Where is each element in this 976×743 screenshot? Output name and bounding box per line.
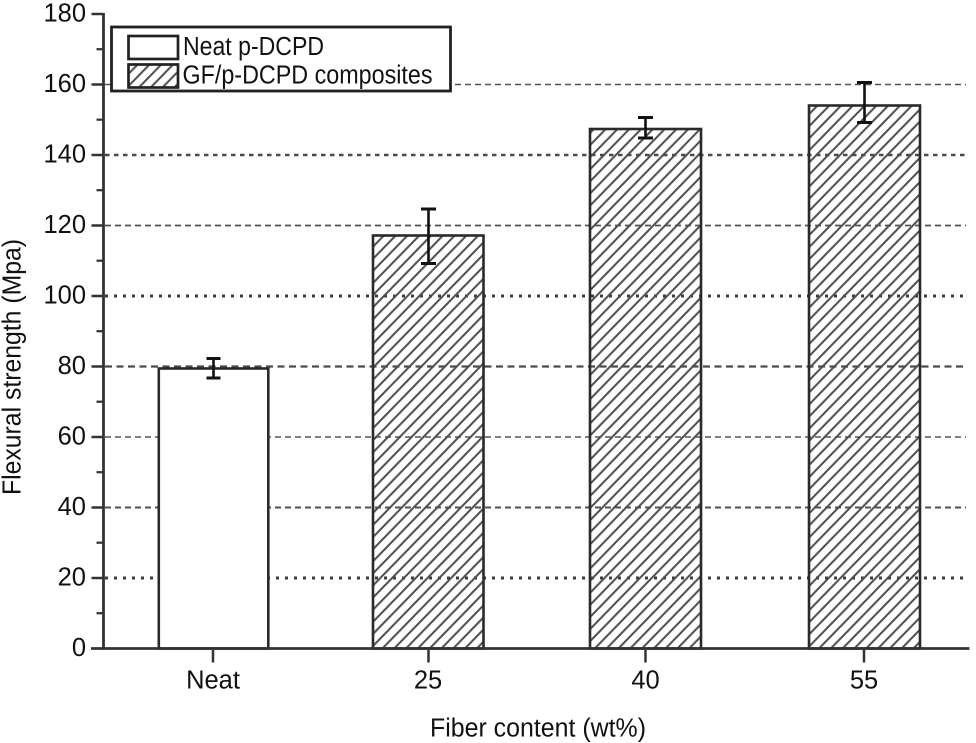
svg-text:80: 80 xyxy=(58,352,86,380)
svg-text:Fiber content (wt%): Fiber content (wt%) xyxy=(430,715,646,743)
svg-text:25: 25 xyxy=(414,667,442,695)
svg-text:40: 40 xyxy=(58,493,86,521)
svg-text:60: 60 xyxy=(58,423,86,451)
svg-text:Neat: Neat xyxy=(186,667,240,695)
svg-text:180: 180 xyxy=(43,0,86,28)
svg-text:0: 0 xyxy=(72,634,86,662)
svg-text:100: 100 xyxy=(43,282,86,310)
svg-text:Flexural strength (Mpa): Flexural strength (Mpa) xyxy=(0,239,27,495)
svg-text:20: 20 xyxy=(58,564,86,592)
svg-text:140: 140 xyxy=(43,141,86,169)
svg-text:120: 120 xyxy=(43,211,86,239)
svg-text:160: 160 xyxy=(43,70,86,98)
svg-text:55: 55 xyxy=(850,667,878,695)
svg-text:GF/p-DCPD composites: GF/p-DCPD composites xyxy=(183,62,433,90)
svg-text:40: 40 xyxy=(631,667,659,695)
svg-text:Neat p-DCPD: Neat p-DCPD xyxy=(183,33,324,61)
